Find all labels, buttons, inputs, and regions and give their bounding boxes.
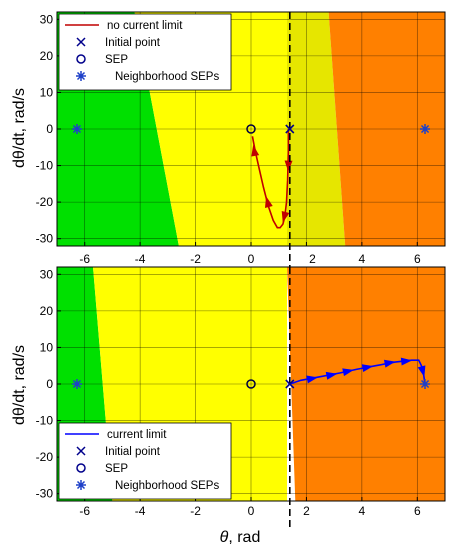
chart-top-legend-entry: SEP: [76, 54, 128, 66]
x-axis-label: θ, rad: [220, 529, 261, 546]
chart-top-legend-label: SEP: [105, 54, 128, 66]
chart-top-ytick-label: -30: [36, 232, 54, 246]
chart-bottom-arrow-marker: [383, 359, 396, 368]
chart-bottom-ytick-label: -20: [36, 450, 54, 464]
chart-bottom-legend-box: [58, 422, 232, 500]
chart-bottom-arrow-marker: [342, 368, 354, 377]
chart-top-ytick-label: -20: [36, 195, 54, 209]
chart-bottom-arrow-marker: [417, 365, 426, 377]
chart-top-ytick-label: 20: [40, 49, 54, 63]
chart-top-arrow-marker: [251, 145, 260, 157]
chart-top-neighborhood-sep-marker: [72, 124, 82, 134]
chart-top-xtick-label: 6: [414, 252, 421, 266]
chart-top-legend-label: Neighborhood SEPs: [115, 71, 219, 83]
chart-bottom-arrow-marker: [306, 375, 318, 384]
chart-bottom-ytick-label: -30: [36, 487, 54, 501]
chart-bottom-legend-star-sample: [76, 480, 86, 490]
chart-top-ytick-label: 10: [40, 85, 54, 99]
chart-top-xtick-label: -4: [135, 252, 146, 266]
chart-top-xtick-label: 0: [248, 252, 255, 266]
chart-bottom-arrow-marker: [361, 364, 374, 373]
chart-bottom-neighborhood-sep-marker: [420, 379, 430, 389]
chart-top-legend-x-sample: [76, 37, 86, 47]
chart-top-plot-area: [57, 12, 445, 246]
chart-top-initial-point: [285, 124, 295, 134]
chart-bottom-legend-entry: SEP: [76, 463, 128, 475]
chart-top-arrow-marker: [264, 196, 273, 208]
chart-bottom-arrow-marker: [400, 357, 413, 366]
chart-top-legend-entry: Neighborhood SEPs: [76, 71, 219, 83]
chart-bottom-ytick-label: 0: [46, 377, 53, 391]
chart-top-xtick-label: -2: [190, 252, 201, 266]
chart-bottom-initial-point: [285, 379, 295, 389]
chart-top-legend-label: no current limit: [107, 20, 183, 32]
chart-bottom-ytick-label: 10: [40, 340, 54, 354]
chart-bottom-neighborhood-sep-marker: [72, 379, 82, 389]
chart-bottom-arrow-marker: [325, 371, 338, 380]
chart-top-legend-label: Initial point: [105, 37, 161, 49]
chart-top-legend: no current limit Initial point SEP Neighbor…: [58, 13, 232, 91]
x-axis-symbol: θ: [220, 529, 229, 546]
chart-top-arrow-marker: [281, 210, 290, 223]
chart-bottom-ytick-label: -10: [36, 414, 54, 428]
chart-bottom-xtick-label: 4: [359, 504, 366, 518]
chart-top-sep-marker: [246, 124, 256, 134]
chart-top-legend-circle-sample: [76, 54, 86, 64]
chart-top-arrow-marker: [284, 160, 293, 172]
chart-top-legend-box: [58, 13, 232, 91]
chart-bottom-legend-entry: Neighborhood SEPs: [76, 480, 219, 492]
chart-bottom-legend-entry: current limit: [65, 429, 167, 441]
chart-top-legend-entry: no current limit: [65, 20, 183, 32]
chart-top-ytick-label: 0: [46, 122, 53, 136]
chart-bottom-xtick-label: -4: [135, 504, 146, 518]
chart-bottom-legend-label: current limit: [107, 429, 167, 441]
chart-bottom-xtick-label: 2: [303, 504, 310, 518]
y-axis-label-bottom: dθ/dt, rad/s: [11, 345, 28, 425]
chart-bottom-ytick-label: 20: [40, 304, 54, 318]
chart-top-ytick-label: -10: [36, 159, 54, 173]
chart-bottom-legend-entry: Initial point: [76, 446, 161, 458]
chart-top-legend-entry: Initial point: [76, 37, 161, 49]
chart-top-xtick-label: -6: [79, 252, 90, 266]
chart-bottom-legend-label: Initial point: [105, 446, 161, 458]
chart-top-series-line: [251, 129, 290, 229]
chart-bottom-legend: current limit Initial point SEP Neighborhoo…: [58, 422, 232, 500]
chart-top-legend-star-sample: [76, 71, 86, 81]
chart-bottom-legend-circle-sample: [76, 463, 86, 473]
chart-top-neighborhood-sep-marker: [420, 124, 430, 134]
chart-bottom-legend-label: Neighborhood SEPs: [115, 480, 219, 492]
chart-bottom-legend-x-sample: [76, 446, 86, 456]
chart-top-xtick-label: 4: [359, 252, 366, 266]
chart-bottom-ytick-label: 30: [40, 267, 54, 281]
chart-bottom-legend-label: SEP: [105, 463, 128, 475]
chart-bottom-xtick-label: -6: [79, 504, 90, 518]
chart-top-xtick-label: 2: [309, 252, 316, 266]
y-axis-label-top: dθ/dt, rad/s: [11, 88, 28, 168]
chart-bottom-xtick-label: -2: [190, 504, 201, 518]
chart-top-ytick-label: 30: [40, 12, 54, 26]
chart-bottom-xtick-label: 0: [248, 504, 255, 518]
chart-bottom-sep-marker: [246, 379, 256, 389]
chart-bottom-xtick-label: 6: [414, 504, 421, 518]
x-axis-unit: , rad: [228, 529, 260, 546]
